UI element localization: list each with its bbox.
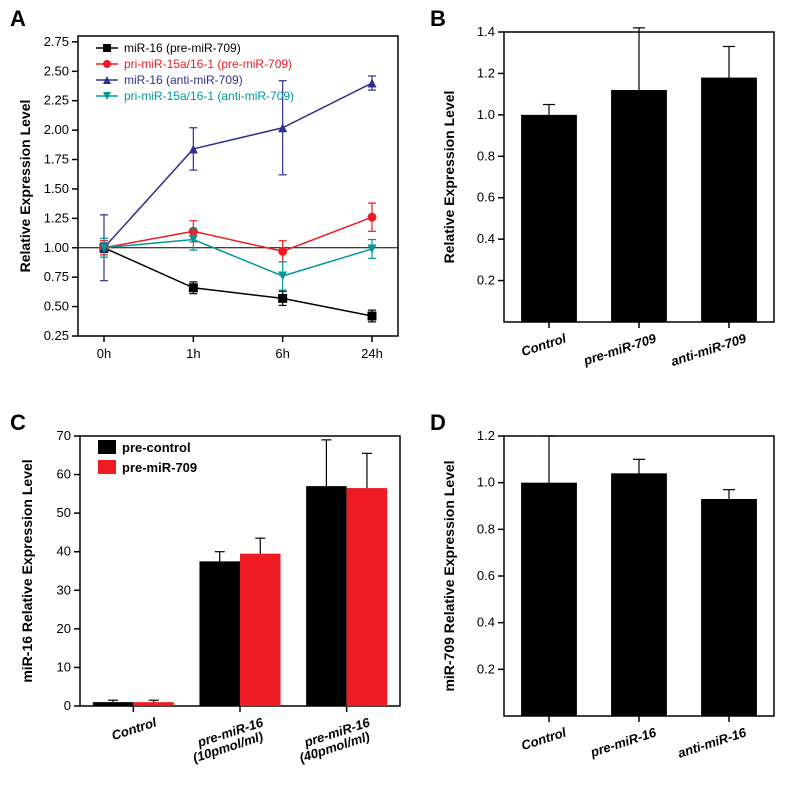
svg-text:1.2: 1.2 [477, 65, 495, 80]
svg-text:1.00: 1.00 [44, 240, 69, 255]
svg-text:pre-miR-709: pre-miR-709 [581, 330, 659, 368]
svg-text:1.0: 1.0 [477, 107, 495, 122]
svg-text:anti-miR-16: anti-miR-16 [676, 724, 749, 760]
panel-d: D 0.2 0.4 0.6 0.8 1.0 1.2 Control pre-miR-16 ant… [430, 410, 800, 800]
svg-text:1.50: 1.50 [44, 181, 69, 196]
panel-c-label: C [10, 410, 26, 436]
panel-d-chart: 0.2 0.4 0.6 0.8 1.0 1.2 Control pre-miR-16 anti-… [430, 410, 800, 800]
svg-text:0.2: 0.2 [477, 273, 495, 288]
svg-text:60: 60 [57, 467, 71, 482]
svg-text:0.50: 0.50 [44, 299, 69, 314]
svg-text:6h: 6h [275, 346, 289, 361]
panel-a-label: A [10, 6, 26, 32]
svg-text:2.00: 2.00 [44, 122, 69, 137]
svg-text:2.75: 2.75 [44, 34, 69, 49]
svg-text:1.0: 1.0 [477, 475, 495, 490]
svg-text:0.6: 0.6 [477, 190, 495, 205]
svg-text:0.2: 0.2 [477, 661, 495, 676]
svg-text:70: 70 [57, 428, 71, 443]
svg-text:1.4: 1.4 [477, 24, 495, 39]
svg-text:pre-control: pre-control [122, 440, 191, 455]
panel-c: C 010203040506070Controlpre-miR-16(10pmo… [8, 410, 428, 800]
svg-text:anti-miR-709: anti-miR-709 [669, 330, 749, 369]
svg-text:0.4: 0.4 [477, 615, 495, 630]
panel-b-label: B [430, 6, 446, 32]
svg-text:2.50: 2.50 [44, 63, 69, 78]
svg-text:2.25: 2.25 [44, 93, 69, 108]
svg-text:miR-16 (pre-miR-709): miR-16 (pre-miR-709) [124, 41, 241, 55]
svg-text:pri-miR-15a/16-1 (pre-miR-709): pri-miR-15a/16-1 (pre-miR-709) [124, 57, 292, 71]
svg-text:1.75: 1.75 [44, 152, 69, 167]
svg-text:miR-16 (anti-miR-709): miR-16 (anti-miR-709) [124, 73, 243, 87]
svg-text:1h: 1h [186, 346, 200, 361]
svg-text:miR-709 Relative Expression Le: miR-709 Relative Expression Level [441, 460, 457, 691]
svg-text:0.75: 0.75 [44, 269, 69, 284]
svg-text:0: 0 [64, 698, 71, 713]
svg-text:Relative Expression Level: Relative Expression Level [17, 100, 33, 273]
svg-text:1.2: 1.2 [477, 428, 495, 443]
panel-a-chart: 0.25 0.50 0.75 1.00 1.25 1.50 1.75 2.00 2.25 2.50… [8, 6, 428, 406]
svg-text:pre-miR-709: pre-miR-709 [122, 460, 197, 475]
svg-text:0h: 0h [97, 346, 111, 361]
svg-text:24h: 24h [361, 346, 383, 361]
svg-text:Control: Control [110, 714, 159, 743]
svg-text:miR-16 Relative Expression Lev: miR-16 Relative Expression Level [19, 459, 35, 682]
panel-c-chart: 010203040506070Controlpre-miR-16(10pmol/… [8, 410, 428, 800]
svg-text:20: 20 [57, 621, 71, 636]
svg-text:1.25: 1.25 [44, 210, 69, 225]
svg-text:0.25: 0.25 [44, 328, 69, 343]
svg-text:Control: Control [519, 724, 568, 753]
svg-text:Relative Expression Level: Relative Expression Level [441, 91, 457, 264]
svg-text:0.8: 0.8 [477, 148, 495, 163]
svg-text:pri-miR-15a/16-1 (anti-miR-709: pri-miR-15a/16-1 (anti-miR-709) [124, 89, 294, 103]
svg-text:Control: Control [519, 330, 568, 359]
panel-b-chart: 0.2 0.4 0.6 0.8 1.0 1.2 1.4 Control pre-miR-709 a… [430, 6, 800, 406]
panel-d-label: D [430, 410, 446, 436]
panel-a: A 0.25 0.50 0.75 1.00 1.25 1.50 1.75 2.00 2.25 2.… [8, 6, 428, 406]
svg-text:0.4: 0.4 [477, 231, 495, 246]
svg-text:pre-miR-16: pre-miR-16 [588, 724, 659, 760]
svg-text:50: 50 [57, 505, 71, 520]
svg-text:0.8: 0.8 [477, 521, 495, 536]
panel-b: B 0.2 0.4 0.6 0.8 1.0 1.2 1.4 Control pre-miR-70… [430, 6, 800, 406]
svg-text:30: 30 [57, 582, 71, 597]
svg-text:40: 40 [57, 544, 71, 559]
svg-text:0.6: 0.6 [477, 568, 495, 583]
svg-text:10: 10 [57, 659, 71, 674]
